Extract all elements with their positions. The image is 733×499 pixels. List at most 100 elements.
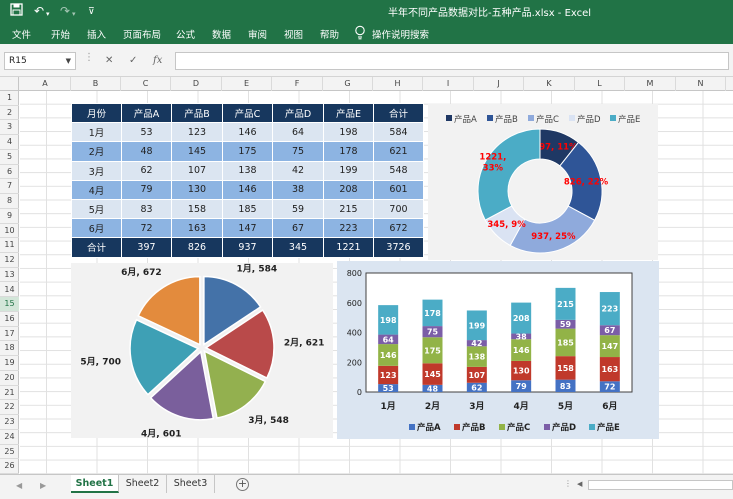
- table-cell[interactable]: 158: [171, 198, 223, 220]
- customize-icon[interactable]: ⊽: [88, 7, 95, 17]
- row-header[interactable]: 22: [0, 400, 19, 416]
- bar-segment[interactable]: [378, 384, 399, 392]
- pie-slice[interactable]: [129, 318, 200, 396]
- undo-icon[interactable]: ↶: [34, 4, 45, 18]
- enter-icon[interactable]: ✓: [129, 55, 138, 66]
- row-header[interactable]: 17: [0, 327, 19, 342]
- bar-segment[interactable]: [422, 384, 443, 392]
- bar-segment[interactable]: [511, 380, 532, 392]
- donut-chart[interactable]: 产品A 产品B 产品C 产品D 产品E 397, 11% 826, 22% 937, 25% 3…: [428, 104, 658, 260]
- tab-view[interactable]: 视图: [284, 30, 304, 41]
- table-total-cell[interactable]: 345: [272, 237, 324, 258]
- redo-icon[interactable]: ↷: [60, 4, 71, 18]
- row-header[interactable]: 1: [0, 91, 19, 106]
- bar-segment[interactable]: [555, 287, 576, 320]
- table-cell[interactable]: 2月: [71, 141, 122, 162]
- column-header[interactable]: E: [222, 77, 272, 91]
- table-cell[interactable]: 138: [222, 160, 273, 181]
- pie-chart[interactable]: 1月, 584 2月, 621 3月, 548 4月, 601 5月, 700 6月, 6…: [71, 263, 333, 438]
- row-header[interactable]: 12: [0, 253, 19, 268]
- table-header-cell[interactable]: 产品E: [323, 102, 374, 124]
- bar-segment[interactable]: [422, 326, 443, 338]
- name-box[interactable]: R15 ▼: [4, 52, 76, 70]
- table-header-cell[interactable]: 产品D: [272, 102, 324, 124]
- bar-segment[interactable]: [555, 328, 576, 357]
- undo-dropdown-icon[interactable]: ▾: [46, 10, 50, 18]
- table-cell[interactable]: 199: [323, 160, 374, 181]
- table-cell[interactable]: 175: [222, 141, 273, 162]
- row-header[interactable]: 2: [0, 106, 19, 121]
- scroll-left-icon[interactable]: ◀: [16, 481, 23, 490]
- column-header[interactable]: J: [474, 77, 524, 91]
- bar-segment[interactable]: [378, 305, 399, 335]
- bar-segment[interactable]: [378, 344, 399, 366]
- row-header[interactable]: 19: [0, 356, 19, 371]
- bar-segment[interactable]: [555, 356, 576, 380]
- sheet-tab-2[interactable]: Sheet2: [119, 475, 167, 493]
- row-header[interactable]: 20: [0, 371, 19, 386]
- table-cell[interactable]: 107: [171, 160, 223, 181]
- column-header[interactable]: M: [625, 77, 676, 91]
- bar-segment[interactable]: [466, 382, 487, 392]
- pie-slice[interactable]: [137, 275, 201, 346]
- table-cell[interactable]: 672: [373, 218, 424, 239]
- column-header[interactable]: B: [71, 77, 121, 91]
- table-cell[interactable]: 223: [323, 218, 374, 239]
- tab-formulas[interactable]: 公式: [176, 30, 196, 41]
- row-header[interactable]: 26: [0, 459, 19, 474]
- column-header[interactable]: C: [121, 77, 171, 91]
- table-cell[interactable]: 584: [373, 122, 424, 143]
- add-sheet-button[interactable]: +: [236, 477, 249, 491]
- pie-slice[interactable]: [149, 350, 215, 421]
- bar-segment[interactable]: [378, 334, 399, 345]
- row-header[interactable]: 25: [0, 445, 19, 460]
- save-icon[interactable]: [10, 3, 23, 16]
- row-header[interactable]: 13: [0, 268, 19, 283]
- column-header[interactable]: D: [171, 77, 222, 91]
- table-cell[interactable]: 6月: [71, 218, 122, 239]
- table-cell[interactable]: 147: [222, 218, 273, 239]
- table-header-cell[interactable]: 产品A: [121, 102, 172, 124]
- table-total-cell[interactable]: 3726: [373, 237, 424, 258]
- table-cell[interactable]: 215: [323, 198, 374, 220]
- table-cell[interactable]: 5月: [71, 198, 122, 220]
- bar-segment[interactable]: [599, 335, 620, 358]
- column-header[interactable]: I: [423, 77, 474, 91]
- bar-segment[interactable]: [511, 302, 532, 334]
- table-cell[interactable]: 198: [323, 122, 374, 143]
- tab-data[interactable]: 数据: [212, 30, 232, 41]
- donut-slice[interactable]: [477, 128, 541, 221]
- table-cell[interactable]: 185: [222, 198, 273, 220]
- row-header[interactable]: 8: [0, 194, 19, 209]
- bar-segment[interactable]: [555, 319, 576, 329]
- table-cell[interactable]: 208: [323, 179, 374, 200]
- bar-segment[interactable]: [599, 292, 620, 326]
- table-total-cell[interactable]: 1221: [323, 237, 374, 258]
- table-total-cell[interactable]: 937: [222, 237, 273, 258]
- row-header[interactable]: 15: [0, 297, 19, 312]
- column-header[interactable]: N: [676, 77, 726, 91]
- tab-insert[interactable]: 插入: [87, 30, 107, 41]
- bar-segment[interactable]: [422, 299, 443, 327]
- table-cell[interactable]: 146: [222, 179, 273, 200]
- sheet-tab-3[interactable]: Sheet3: [167, 475, 215, 493]
- bar-segment[interactable]: [466, 340, 487, 347]
- bar-segment[interactable]: [378, 365, 399, 385]
- row-header[interactable]: 9: [0, 209, 19, 224]
- row-header[interactable]: 18: [0, 341, 19, 357]
- bar-segment[interactable]: [466, 310, 487, 341]
- table-cell[interactable]: 178: [323, 141, 374, 162]
- horizontal-scrollbar[interactable]: [588, 480, 733, 490]
- row-header[interactable]: 23: [0, 415, 19, 430]
- row-header[interactable]: 5: [0, 150, 19, 165]
- pie-slice[interactable]: [204, 309, 275, 380]
- insert-function-icon[interactable]: fx: [153, 55, 163, 66]
- tab-review[interactable]: 审阅: [248, 30, 268, 41]
- table-cell[interactable]: 53: [121, 122, 172, 143]
- table-cell[interactable]: 621: [373, 141, 424, 162]
- table-cell[interactable]: 48: [121, 141, 172, 162]
- select-all-corner[interactable]: [0, 77, 19, 91]
- column-header[interactable]: L: [575, 77, 625, 91]
- table-total-cell[interactable]: 826: [171, 237, 223, 258]
- table-cell[interactable]: 3月: [71, 160, 122, 181]
